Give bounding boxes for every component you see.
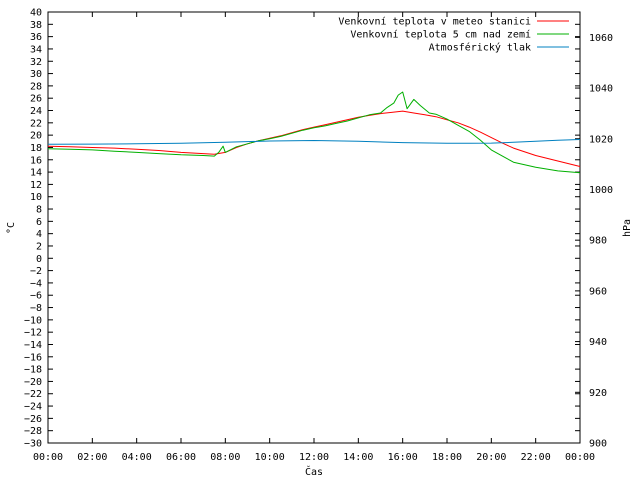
y-tick-label: −4 bbox=[30, 278, 42, 289]
x-tick-label: 02:00 bbox=[77, 452, 107, 463]
y2-tick-label: 960 bbox=[589, 286, 607, 297]
series-line-1 bbox=[47, 110, 581, 167]
plot-frame bbox=[47, 11, 581, 444]
series-line-2 bbox=[47, 91, 581, 174]
y-tick-label: −2 bbox=[30, 266, 42, 277]
y-axis-left: 4038363432302826242220181614121086420−2−… bbox=[24, 8, 580, 450]
y2-tick-label: 940 bbox=[589, 337, 607, 348]
y2-tick-label: 980 bbox=[589, 236, 607, 247]
y-tick-label: −20 bbox=[24, 377, 42, 388]
legend-label: Venkovní teplota v meteo stanici bbox=[338, 16, 531, 28]
y-tick-label: −26 bbox=[24, 414, 42, 425]
y2-axis-title: hPa bbox=[622, 219, 633, 237]
y-tick-label: 18 bbox=[30, 143, 42, 154]
series-line-3 bbox=[47, 139, 581, 145]
y-tick-label: 16 bbox=[30, 155, 42, 166]
x-tick-label: 00:00 bbox=[33, 452, 63, 463]
y2-tick-label: 1040 bbox=[589, 84, 613, 95]
x-tick-label: 18:00 bbox=[432, 452, 462, 463]
x-tick-label: 06:00 bbox=[166, 452, 196, 463]
y-tick-label: 10 bbox=[30, 192, 42, 203]
y-tick-label: 0 bbox=[36, 254, 42, 265]
x-tick-label: 10:00 bbox=[255, 452, 285, 463]
y-tick-label: 32 bbox=[30, 57, 42, 68]
y-tick-label: 14 bbox=[30, 168, 42, 179]
y-tick-label: −14 bbox=[24, 340, 42, 351]
y2-tick-label: 920 bbox=[589, 388, 607, 399]
y2-tick-label: 1060 bbox=[589, 33, 613, 44]
x-axis-title: Čas bbox=[305, 465, 323, 478]
y-tick-label: −24 bbox=[24, 402, 42, 413]
x-tick-label: 14:00 bbox=[343, 452, 373, 463]
y-tick-label: −16 bbox=[24, 352, 42, 363]
x-tick-label: 16:00 bbox=[388, 452, 418, 463]
x-axis: 00:00 02:00 04:00 06:00 08:00 10:00 12:00 14:00… bbox=[33, 12, 595, 463]
y-tick-label: 2 bbox=[36, 241, 42, 252]
y-tick-label: 6 bbox=[36, 217, 42, 228]
x-tick-label: 20:00 bbox=[476, 452, 506, 463]
y2-tick-label: 900 bbox=[589, 439, 607, 450]
y-tick-label: 30 bbox=[30, 69, 42, 80]
legend-label: Atmosférický tlak bbox=[429, 42, 531, 54]
x-tick-label: 00:00 bbox=[565, 452, 595, 463]
y-tick-label: −30 bbox=[24, 439, 42, 450]
y-tick-label: 8 bbox=[36, 205, 42, 216]
y-tick-label: 4 bbox=[36, 229, 42, 240]
x-tick-label: 22:00 bbox=[521, 452, 551, 463]
y-tick-label: 36 bbox=[30, 32, 42, 43]
y-tick-label: 20 bbox=[30, 131, 42, 142]
x-tick-label: 04:00 bbox=[122, 452, 152, 463]
y-tick-label: −6 bbox=[30, 291, 42, 302]
y-tick-label: 34 bbox=[30, 44, 42, 55]
y-tick-label: −22 bbox=[24, 389, 42, 400]
y-tick-label: −18 bbox=[24, 365, 42, 376]
y-tick-label: 40 bbox=[30, 8, 42, 19]
y-tick-label: 24 bbox=[30, 106, 42, 117]
legend: Venkovní teplota v meteo staniciVenkovní… bbox=[338, 16, 569, 54]
y2-tick-label: 1000 bbox=[589, 185, 613, 196]
y-axis-right: 1060 1040 1020 1000 980 960 940 920 900 bbox=[575, 33, 613, 450]
x-tick-label: 12:00 bbox=[299, 452, 329, 463]
y-tick-label: 22 bbox=[30, 118, 42, 129]
y-tick-label: 26 bbox=[30, 94, 42, 105]
x-tick-label: 08:00 bbox=[210, 452, 240, 463]
legend-label: Venkovní teplota 5 cm nad zemí bbox=[350, 29, 531, 41]
series-group bbox=[47, 91, 581, 174]
y2-tick-label: 1020 bbox=[589, 134, 613, 145]
y-axis-title: °C bbox=[6, 222, 17, 234]
y-tick-label: −10 bbox=[24, 315, 42, 326]
y-tick-label: −28 bbox=[24, 426, 42, 437]
y-tick-label: 12 bbox=[30, 180, 42, 191]
y-tick-label: −12 bbox=[24, 328, 42, 339]
y-tick-label: −8 bbox=[30, 303, 42, 314]
y-tick-label: 28 bbox=[30, 81, 42, 92]
y-tick-label: 38 bbox=[30, 20, 42, 31]
